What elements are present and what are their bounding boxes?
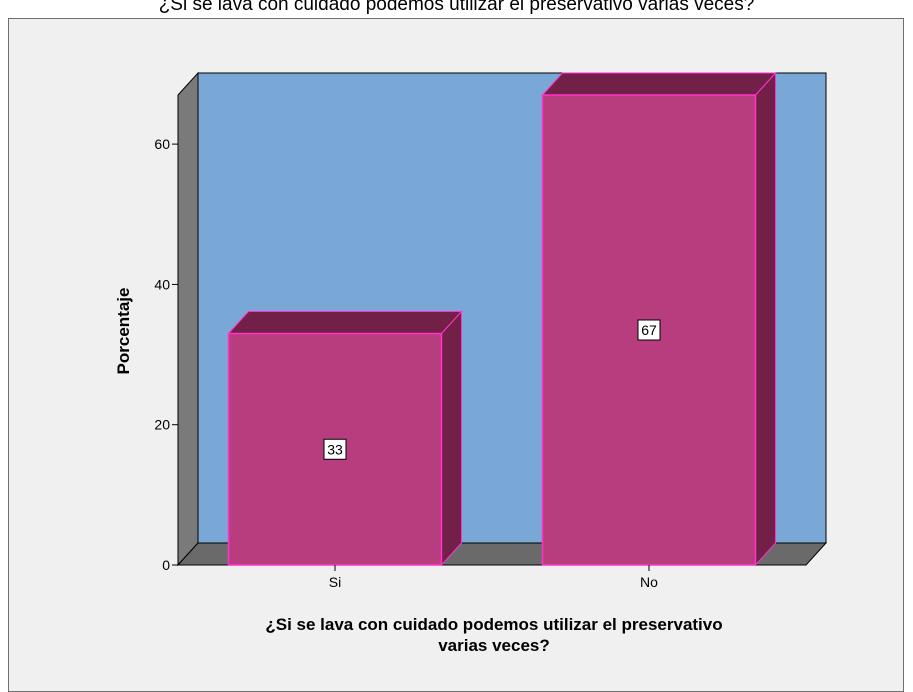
y-axis-label: Porcentaje <box>114 288 133 375</box>
y-tick-label: 0 <box>162 557 170 573</box>
bar-side <box>441 310 462 567</box>
bar-top <box>541 72 777 96</box>
data-label: 33 <box>327 441 343 457</box>
data-label: 67 <box>641 322 657 338</box>
x-tick-label: Si <box>329 574 341 590</box>
y-tick-label: 60 <box>154 136 170 152</box>
plot-side-wall <box>177 71 199 567</box>
chart-title: ¿Si se lava con cuidado podemos utilizar… <box>158 0 755 15</box>
data-label-box <box>637 319 661 341</box>
x-axis-label-line-2: varias veces? <box>438 636 550 655</box>
bar-side <box>755 71 776 567</box>
y-tick-label: 20 <box>154 417 170 433</box>
data-label-box <box>323 438 347 460</box>
x-axis-label-line-1: ¿Si se lava con cuidado podemos utilizar… <box>265 615 722 634</box>
bar-top <box>227 311 463 335</box>
x-tick-label: No <box>640 574 658 590</box>
bar-si[interactable]: 33 <box>227 310 463 567</box>
bar-no[interactable]: 67 <box>541 71 777 567</box>
y-tick-label: 40 <box>154 276 170 292</box>
